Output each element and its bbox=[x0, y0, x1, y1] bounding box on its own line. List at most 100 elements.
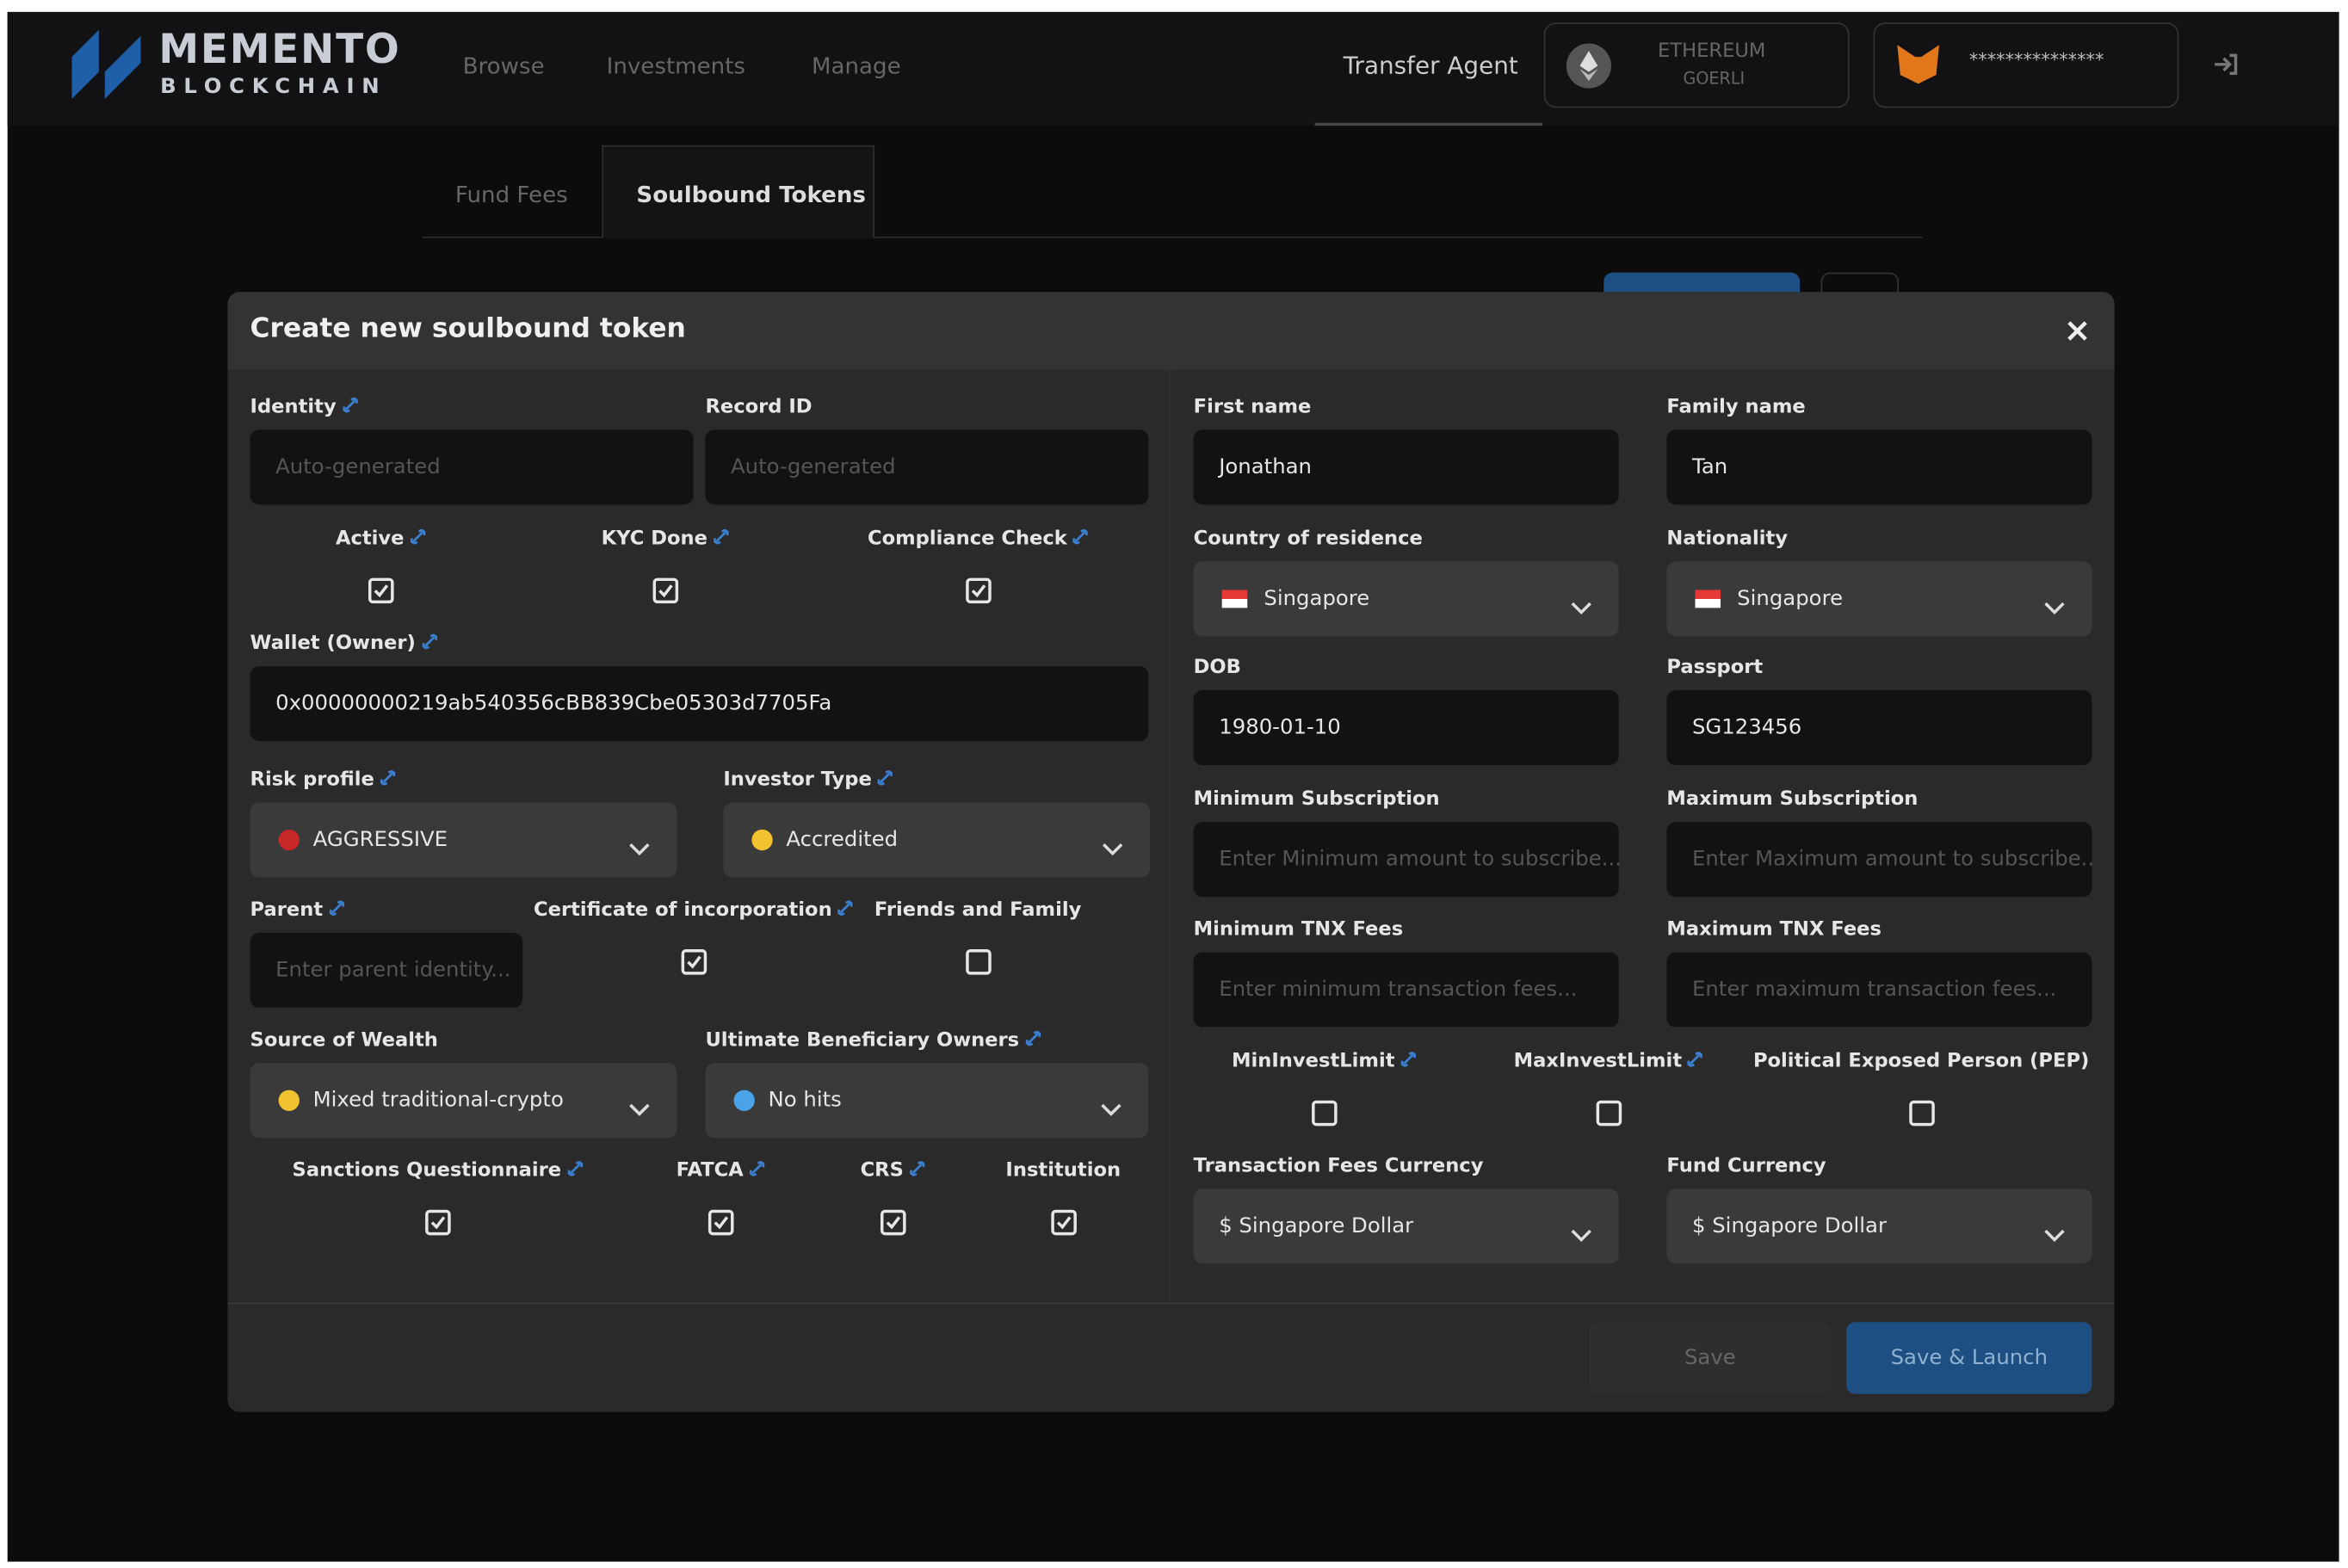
select[interactable]: Mixed traditional-crypto bbox=[250, 1063, 677, 1139]
link-icon[interactable] bbox=[713, 528, 730, 550]
modal-title: Create new soulbound token bbox=[250, 312, 686, 345]
field-label: KYC Done bbox=[602, 528, 730, 550]
nav-link[interactable]: Investments bbox=[606, 52, 746, 80]
link-icon[interactable] bbox=[380, 769, 396, 791]
text-input[interactable]: Tan bbox=[1666, 429, 2092, 505]
label-text: Institution bbox=[1005, 1159, 1121, 1182]
select[interactable]: AGGRESSIVE bbox=[250, 802, 677, 878]
select[interactable]: Singapore bbox=[1666, 561, 2092, 637]
checkbox[interactable] bbox=[425, 1209, 451, 1236]
text-input[interactable]: Enter maximum transaction fees... bbox=[1666, 952, 2092, 1028]
input-value: Jonathan bbox=[1219, 454, 1313, 479]
field-label: Political Exposed Person (PEP) bbox=[1753, 1050, 2089, 1072]
label-text: Nationality bbox=[1666, 528, 1789, 551]
checkbox[interactable] bbox=[368, 577, 394, 604]
network-box[interactable] bbox=[1543, 22, 1850, 108]
label-text: Compliance Check bbox=[867, 528, 1067, 551]
link-icon[interactable] bbox=[837, 899, 854, 922]
checkbox[interactable] bbox=[880, 1209, 906, 1236]
select-value: $ Singapore Dollar bbox=[1219, 1213, 1414, 1238]
wallet-mask: *************** bbox=[1968, 49, 2104, 71]
label-text: DOB bbox=[1193, 656, 1241, 679]
text-input[interactable]: Auto-generated bbox=[250, 429, 694, 505]
label-text: Certificate of incorporation bbox=[534, 898, 832, 922]
fox-icon bbox=[1897, 45, 1940, 84]
network-name: ETHEREUM bbox=[1657, 40, 1766, 64]
label-text: Risk profile bbox=[250, 769, 374, 792]
checkbox[interactable] bbox=[707, 1209, 734, 1236]
logo-sub: BLOCKCHAIN bbox=[160, 74, 387, 99]
nav-link[interactable]: Browse bbox=[462, 52, 545, 80]
select-value: Singapore bbox=[1737, 587, 1844, 611]
link-icon[interactable] bbox=[877, 769, 893, 791]
field-label: Active bbox=[335, 528, 426, 551]
checkbox[interactable] bbox=[652, 577, 679, 604]
text-input[interactable]: 0x00000000219ab540356cBB839Cbe05303d7705… bbox=[250, 666, 1149, 742]
text-input[interactable]: Auto-generated bbox=[705, 429, 1149, 505]
text-input[interactable]: 1980-01-10 bbox=[1193, 690, 1619, 766]
link-icon[interactable] bbox=[909, 1159, 925, 1182]
save-launch-button[interactable]: Save & Launch bbox=[1846, 1322, 2092, 1394]
text-input[interactable]: Enter minimum transaction fees... bbox=[1193, 952, 1619, 1028]
text-input[interactable]: Enter parent identity... bbox=[250, 932, 523, 1008]
link-icon[interactable] bbox=[1687, 1050, 1704, 1072]
tab-active[interactable]: Soulbound Tokens bbox=[636, 181, 866, 208]
select[interactable]: No hits bbox=[705, 1063, 1149, 1139]
label-text: Parent bbox=[250, 898, 324, 922]
tab[interactable]: Fund Fees bbox=[454, 181, 568, 208]
link-icon[interactable] bbox=[1024, 1029, 1041, 1052]
field-label: Identity bbox=[250, 396, 358, 418]
checkbox[interactable] bbox=[966, 949, 992, 975]
checkbox[interactable] bbox=[1596, 1100, 1622, 1127]
role-underline bbox=[1314, 122, 1542, 127]
text-input[interactable]: Jonathan bbox=[1193, 429, 1619, 505]
field-label: Investor Type bbox=[723, 769, 893, 791]
label-text: Maximum Subscription bbox=[1666, 788, 1919, 812]
field-label: MinInvestLimit bbox=[1232, 1050, 1417, 1073]
select[interactable]: Singapore bbox=[1193, 561, 1619, 637]
select[interactable]: $ Singapore Dollar bbox=[1666, 1188, 2092, 1264]
field-label: Sanctions Questionnaire bbox=[292, 1159, 584, 1182]
field-label: Friends and Family bbox=[874, 899, 1082, 922]
input-value: SG123456 bbox=[1691, 715, 1802, 740]
placeholder: Enter maximum transaction fees... bbox=[1691, 978, 2057, 1002]
label-text: Passport bbox=[1666, 656, 1764, 679]
logout-icon[interactable] bbox=[2212, 52, 2239, 77]
field-label: Transaction Fees Currency bbox=[1194, 1155, 1484, 1177]
field-label: Nationality bbox=[1666, 528, 1788, 550]
link-icon[interactable] bbox=[748, 1159, 765, 1182]
select[interactable]: $ Singapore Dollar bbox=[1193, 1188, 1619, 1264]
label-text: Record ID bbox=[705, 396, 813, 419]
link-icon[interactable] bbox=[566, 1159, 584, 1182]
save-button[interactable]: Save bbox=[1588, 1322, 1832, 1394]
wallet-box[interactable] bbox=[1873, 22, 2179, 108]
chevron bbox=[629, 1095, 650, 1123]
close-button[interactable]: × bbox=[2063, 312, 2092, 351]
link-icon[interactable] bbox=[409, 528, 426, 550]
checkbox[interactable] bbox=[681, 949, 707, 975]
text-input[interactable]: Enter Minimum amount to subscribe... bbox=[1193, 822, 1622, 898]
text-input[interactable]: Enter Maximum amount to subscribe.. bbox=[1666, 822, 2094, 898]
label-text: Active bbox=[335, 528, 405, 551]
nav-link[interactable]: Manage bbox=[811, 52, 901, 80]
label-text: Fund Currency bbox=[1666, 1155, 1826, 1178]
column-divider bbox=[1169, 369, 1171, 1303]
label-text: Sanctions Questionnaire bbox=[292, 1159, 562, 1182]
link-icon[interactable] bbox=[328, 899, 345, 922]
link-icon[interactable] bbox=[421, 633, 437, 655]
field-label: Source of Wealth bbox=[250, 1029, 438, 1052]
chevron bbox=[1571, 593, 1591, 621]
checkbox[interactable] bbox=[966, 577, 992, 604]
checkbox[interactable] bbox=[1051, 1209, 1077, 1236]
link-icon[interactable] bbox=[341, 396, 358, 418]
checkbox[interactable] bbox=[1312, 1100, 1338, 1127]
field-label: Family name bbox=[1666, 396, 1805, 418]
link-icon[interactable] bbox=[1400, 1050, 1417, 1072]
checkbox[interactable] bbox=[1909, 1100, 1935, 1127]
eth-icon bbox=[1566, 43, 1612, 89]
placeholder: Auto-generated bbox=[731, 454, 896, 479]
select[interactable]: Accredited bbox=[723, 802, 1151, 878]
role-link[interactable]: Transfer Agent bbox=[1343, 51, 1518, 80]
text-input[interactable]: SG123456 bbox=[1666, 690, 2092, 766]
link-icon[interactable] bbox=[1072, 528, 1089, 550]
